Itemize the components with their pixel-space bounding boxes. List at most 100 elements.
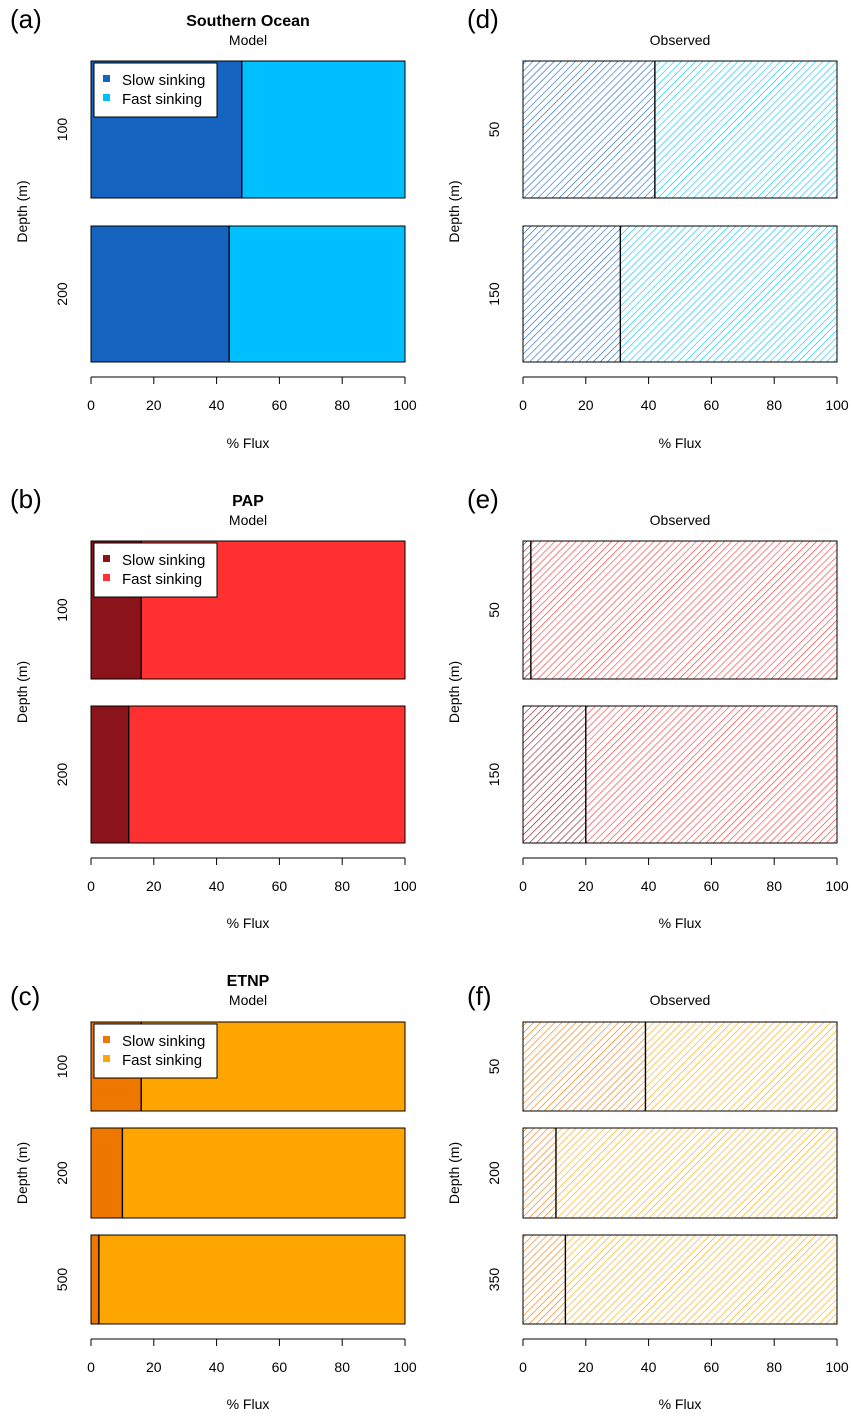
x-tick-label: 100 bbox=[825, 878, 849, 894]
x-tick-label: 60 bbox=[704, 1359, 720, 1375]
x-tick-label: 100 bbox=[393, 397, 417, 413]
depth-tick-label: 200 bbox=[54, 1161, 70, 1185]
x-tick-label: 0 bbox=[519, 397, 527, 413]
bar-outline bbox=[522, 705, 838, 844]
x-tick-label: 40 bbox=[209, 397, 225, 413]
x-axis-label: % Flux bbox=[227, 435, 270, 451]
x-tick-label: 20 bbox=[578, 397, 594, 413]
bar-segment-slow-sinking-150 bbox=[523, 226, 621, 362]
bar-segment-fast-sinking-200 bbox=[555, 1128, 837, 1218]
x-tick-label: 20 bbox=[146, 878, 162, 894]
bar-segment-fast-sinking-150 bbox=[620, 226, 837, 362]
depth-tick-label: 100 bbox=[54, 118, 70, 142]
depth-tick-label: 350 bbox=[486, 1268, 502, 1292]
depth-tick-label: 100 bbox=[54, 1055, 70, 1079]
legend: Slow sinking Fast sinking bbox=[93, 542, 218, 598]
bar-outline bbox=[522, 1234, 838, 1325]
x-tick-label: 80 bbox=[334, 878, 350, 894]
panel-a: (a) Southern Ocean Model 100 200 Depth (m) 0 20… bbox=[10, 4, 417, 451]
bar-outline bbox=[90, 225, 406, 363]
x-axis-label: % Flux bbox=[659, 915, 702, 931]
depth-tick-label: 200 bbox=[54, 282, 70, 306]
panel-letter: (c) bbox=[10, 981, 40, 1011]
bar-segment-fast-sinking-50 bbox=[654, 61, 837, 198]
panel-letter: (f) bbox=[467, 981, 492, 1011]
panel-letter: (a) bbox=[10, 4, 42, 34]
x-tick-label: 80 bbox=[766, 878, 782, 894]
x-axis-label: % Flux bbox=[659, 1396, 702, 1412]
panel-c: (c) ETNP Model 100 200 500 Depth (m) 0 20 40 60 80 1… bbox=[10, 973, 417, 1412]
bar-segment-slow-sinking-200 bbox=[523, 1128, 556, 1218]
bar-outline bbox=[522, 60, 838, 199]
legend: Slow sinking Fast sinking bbox=[93, 62, 218, 118]
x-tick-label: 100 bbox=[825, 1359, 849, 1375]
panel-subtitle: Observed bbox=[650, 992, 711, 1008]
panel-subtitle: Observed bbox=[650, 32, 711, 48]
x-tick-label: 40 bbox=[641, 397, 657, 413]
bar-segment-fast-sinking-500 bbox=[98, 1235, 405, 1324]
legend-entry: Slow sinking bbox=[122, 72, 205, 89]
bar-outline bbox=[522, 540, 838, 680]
x-tick-label: 80 bbox=[334, 1359, 350, 1375]
bar-outline bbox=[522, 225, 838, 363]
x-tick-label: 20 bbox=[146, 397, 162, 413]
depth-tick-label: 200 bbox=[54, 763, 70, 787]
depth-tick-label: 50 bbox=[486, 122, 502, 138]
depth-tick-label: 50 bbox=[486, 602, 502, 618]
legend-entry: Slow sinking bbox=[122, 552, 205, 569]
panel-f: (f) Observed 50 200 350 Depth (m) 0 20 40 60 80 100… bbox=[446, 981, 849, 1412]
panel-e: (e) Observed 50 150 Depth (m) 0 20 40 60 80 100 % F… bbox=[446, 484, 849, 931]
legend-entry: Fast sinking bbox=[122, 1052, 202, 1069]
panel-subtitle: Model bbox=[229, 992, 267, 1008]
x-tick-label: 40 bbox=[641, 878, 657, 894]
legend-box bbox=[93, 62, 218, 118]
bar-segment-fast-sinking-200 bbox=[122, 1128, 406, 1218]
x-tick-label: 0 bbox=[87, 1359, 95, 1375]
x-tick-label: 80 bbox=[334, 397, 350, 413]
panel-subtitle: Model bbox=[229, 512, 267, 528]
bar-outline bbox=[522, 1127, 838, 1219]
bar-segment-slow-sinking-200 bbox=[91, 706, 129, 843]
x-tick-label: 0 bbox=[519, 1359, 527, 1375]
panel-letter: (e) bbox=[467, 484, 499, 514]
x-tick-label: 40 bbox=[641, 1359, 657, 1375]
bar-segment-fast-sinking-150 bbox=[585, 706, 837, 843]
legend-entry: Fast sinking bbox=[122, 91, 202, 108]
x-axis-label: % Flux bbox=[227, 1396, 270, 1412]
panel-title: ETNP bbox=[227, 973, 270, 990]
bar-segment-slow-sinking-200 bbox=[91, 1128, 123, 1218]
legend-swatch bbox=[103, 94, 110, 101]
legend-box bbox=[93, 1023, 218, 1079]
bar-outline bbox=[90, 60, 406, 199]
panel-letter: (b) bbox=[10, 484, 42, 514]
panel-d: (d) Observed 50 150 Depth (m) 0 20 40 60 80 100 % F… bbox=[446, 4, 849, 451]
x-tick-label: 0 bbox=[87, 878, 95, 894]
bar-segment-slow-sinking-50 bbox=[523, 61, 655, 198]
bar-outline bbox=[522, 1021, 838, 1112]
x-tick-label: 80 bbox=[766, 1359, 782, 1375]
panel-title: PAP bbox=[232, 493, 264, 510]
bar-segment-fast-sinking-50 bbox=[645, 1022, 837, 1111]
legend-entry: Slow sinking bbox=[122, 1033, 205, 1050]
bar-segment-slow-sinking-200 bbox=[91, 226, 230, 362]
bar-segment-fast-sinking-100 bbox=[241, 61, 405, 198]
bar-segment-slow-sinking-500 bbox=[91, 1235, 99, 1324]
x-tick-label: 40 bbox=[209, 878, 225, 894]
panel-b: (b) PAP Model 100 200 Depth (m) 0 20 40 60 80 100 % … bbox=[10, 484, 417, 931]
depth-tick-label: 100 bbox=[54, 598, 70, 622]
panel-subtitle: Observed bbox=[650, 512, 711, 528]
x-tick-label: 60 bbox=[272, 1359, 288, 1375]
bar-segment-slow-sinking-350 bbox=[523, 1235, 566, 1324]
legend: Slow sinking Fast sinking bbox=[93, 1023, 218, 1079]
y-axis-label: Depth (m) bbox=[14, 1142, 30, 1204]
y-axis-label: Depth (m) bbox=[446, 661, 462, 723]
legend-swatch bbox=[103, 574, 110, 581]
bar-segment-slow-sinking-50 bbox=[523, 1022, 646, 1111]
x-tick-label: 40 bbox=[209, 1359, 225, 1375]
x-tick-label: 20 bbox=[146, 1359, 162, 1375]
bar-outline bbox=[90, 1234, 406, 1325]
y-axis-label: Depth (m) bbox=[446, 1142, 462, 1204]
bar-segment-slow-sinking-150 bbox=[523, 706, 586, 843]
x-tick-label: 80 bbox=[766, 397, 782, 413]
